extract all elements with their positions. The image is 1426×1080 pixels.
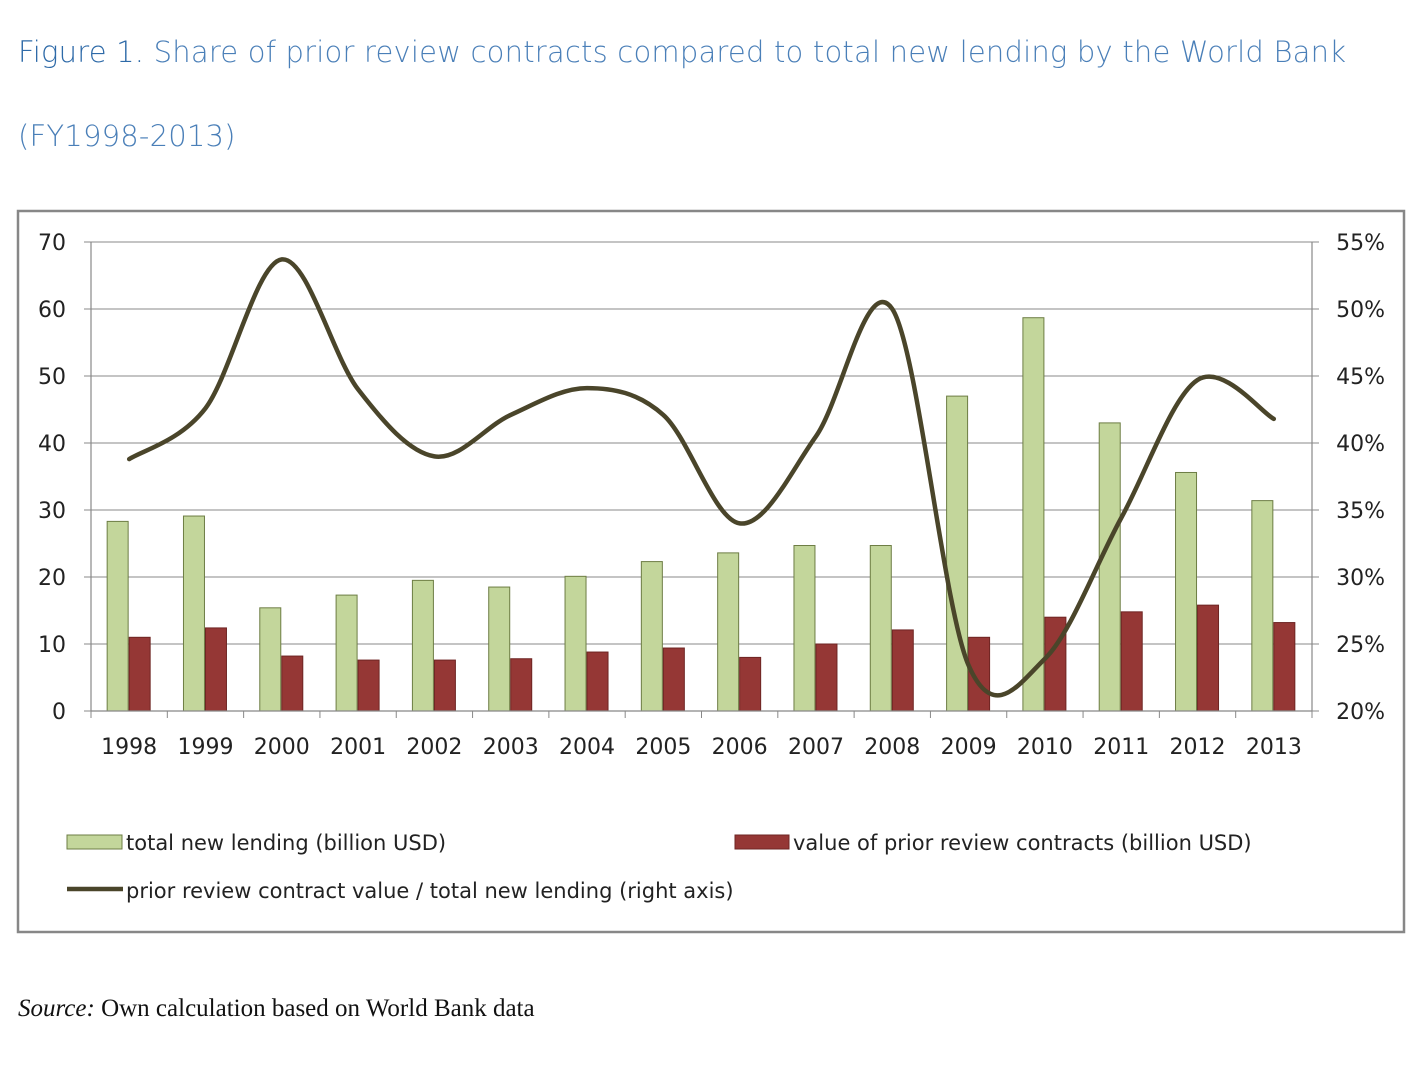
bar-prior-review [662, 647, 685, 712]
legend: total new lending (billion USD) value of … [66, 831, 1252, 903]
bar-prior-review [128, 636, 151, 712]
x-tick-label: 2009 [941, 735, 997, 760]
chart-frame [16, 209, 1406, 934]
x-tick-label: 2002 [406, 735, 462, 760]
bar-total-lending [869, 545, 892, 712]
left-tick-label: 20 [38, 566, 66, 591]
tick-labels: 0 10 20 30 40 50 60 70 20% 25% 30% 35% 40% 45% 50% 55% 1… [38, 231, 1385, 760]
bar-prior-review [891, 629, 914, 712]
x-tick-label: 1999 [177, 735, 233, 760]
left-tick-label: 60 [38, 298, 66, 323]
left-tick-label: 70 [38, 231, 66, 256]
x-tick-label: 2000 [254, 735, 310, 760]
bar-prior-review [739, 656, 762, 712]
left-tick-label: 10 [38, 633, 66, 658]
figure-caption: Figure 1. Share of prior review contract… [18, 10, 1408, 178]
axes [84, 241, 1319, 718]
bar-total-lending [946, 395, 969, 712]
bar-prior-review [510, 658, 533, 712]
ratio-line [126, 257, 1277, 698]
figure-label: Figure 1. [18, 35, 145, 69]
right-tick-label: 25% [1336, 633, 1385, 658]
legend-label-prior-review: value of prior review contracts (billion… [793, 831, 1252, 855]
x-tick-label: 2005 [635, 735, 691, 760]
legend-label-total-lending: total new lending (billion USD) [126, 831, 446, 855]
bar-total-lending [411, 579, 434, 712]
x-tick-label: 2010 [1017, 735, 1073, 760]
x-tick-label: 2007 [788, 735, 844, 760]
x-tick-label: 2006 [712, 735, 768, 760]
right-tick-label: 35% [1336, 499, 1385, 524]
x-tick-label: 2011 [1093, 735, 1149, 760]
x-tick-label: 1998 [101, 735, 157, 760]
bar-total-lending [182, 515, 205, 712]
x-tick-label: 2004 [559, 735, 615, 760]
left-tick-label: 40 [38, 432, 66, 457]
bar-prior-review [433, 659, 456, 712]
figure-title: Share of prior review contracts compared… [18, 35, 1347, 153]
bar-total-lending [106, 520, 129, 712]
bar-total-lending [640, 561, 663, 712]
bar-total-lending [564, 575, 587, 712]
bar-prior-review [281, 655, 304, 712]
source-text: Own calculation based on World Bank data [101, 995, 535, 1022]
source-label: Source: [18, 995, 95, 1022]
bar-prior-review [1120, 611, 1143, 712]
bar-total-lending [1175, 471, 1198, 712]
legend-label-ratio-line: prior review contract value / total new … [126, 879, 734, 903]
bar-total-lending [1251, 500, 1274, 712]
left-tick-label: 0 [52, 700, 66, 725]
x-tick-label: 2013 [1246, 735, 1302, 760]
bar-prior-review [1273, 622, 1296, 712]
right-tick-label: 55% [1336, 231, 1385, 256]
bar-prior-review [1197, 604, 1220, 712]
legend-swatch-prior-review [734, 834, 790, 850]
bar-prior-review [204, 627, 227, 712]
bar-total-lending [488, 586, 511, 712]
right-tick-label: 45% [1336, 365, 1385, 390]
left-tick-label: 50 [38, 365, 66, 390]
legend-swatch-total-lending [66, 834, 123, 850]
x-tick-label: 2008 [864, 735, 920, 760]
right-tick-label: 30% [1336, 566, 1385, 591]
bar-total-lending [335, 594, 358, 712]
bar-prior-review [586, 651, 609, 712]
source-note: Source: Own calculation based on World B… [18, 995, 535, 1023]
bar-total-lending [1022, 317, 1045, 712]
bars [106, 317, 1296, 712]
bar-total-lending [793, 545, 816, 712]
x-tick-label: 2012 [1170, 735, 1226, 760]
right-tick-label: 20% [1336, 700, 1385, 725]
bar-total-lending [1098, 422, 1121, 712]
bar-prior-review [357, 659, 380, 712]
right-tick-label: 50% [1336, 298, 1385, 323]
left-tick-label: 30 [38, 499, 66, 524]
bar-total-lending [717, 552, 740, 712]
bar-total-lending [259, 607, 282, 712]
x-tick-label: 2003 [483, 735, 539, 760]
bar-prior-review [815, 643, 838, 712]
right-tick-label: 40% [1336, 432, 1385, 457]
x-tick-label: 2001 [330, 735, 386, 760]
ratio-line-group [126, 257, 1277, 698]
